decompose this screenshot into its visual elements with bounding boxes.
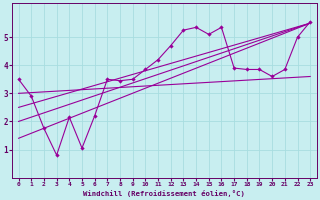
X-axis label: Windchill (Refroidissement éolien,°C): Windchill (Refroidissement éolien,°C): [84, 190, 245, 197]
